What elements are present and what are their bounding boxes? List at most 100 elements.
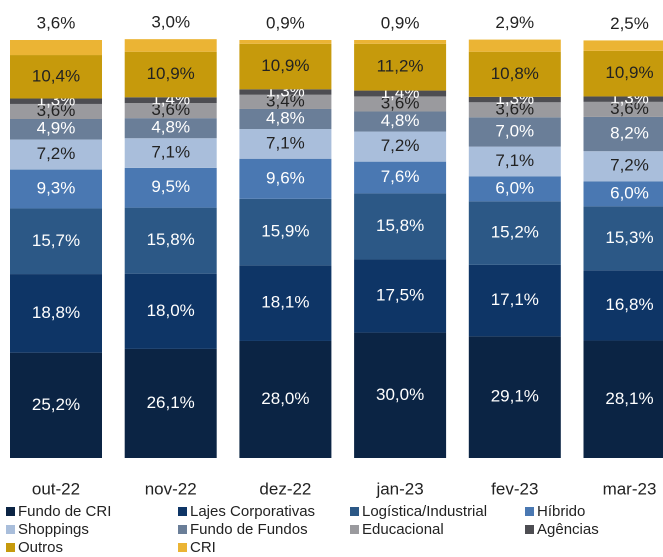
value-label: 10,9% (605, 63, 653, 82)
value-label: 10,9% (147, 64, 195, 83)
legend-label: Educacional (362, 521, 444, 538)
bar-segment (583, 40, 663, 51)
legend-label: Híbrido (537, 503, 585, 520)
legend-label: Lajes Corporativas (190, 503, 315, 520)
value-label: 10,9% (261, 56, 309, 75)
bar-segment (354, 193, 447, 260)
value-label: 0,9% (381, 13, 420, 32)
value-label: 3,4% (266, 91, 305, 110)
bar-segment (468, 336, 561, 458)
bar-segment (583, 116, 663, 152)
legend-swatch (525, 525, 534, 534)
legend-swatch (525, 507, 534, 516)
bar-segment (10, 40, 102, 56)
bar-segment (10, 98, 102, 104)
bar-segment (468, 39, 561, 52)
bar-segment (124, 138, 217, 168)
legend-swatch (178, 507, 187, 516)
legend-label: Fundo de Fundos (190, 521, 308, 538)
bar-segment (239, 340, 332, 458)
value-label: 3,6% (151, 100, 190, 119)
value-label: 4,8% (266, 108, 305, 127)
x-tick-label: out-22 (32, 479, 80, 498)
value-label: 4,8% (381, 111, 420, 130)
bar-segment (124, 118, 217, 139)
bar-segment (468, 146, 561, 177)
legend-label: Fundo de CRI (18, 503, 111, 520)
value-label: 3,6% (610, 99, 649, 118)
value-label: 6,0% (495, 178, 534, 197)
value-label: 3,6% (495, 99, 534, 118)
bar-segment (239, 108, 332, 130)
bar-segment (10, 55, 102, 99)
bar-segment (354, 131, 447, 162)
value-label: 10,8% (491, 64, 539, 83)
bar-segment (354, 332, 447, 458)
bar-segment (583, 340, 663, 458)
bar-segment (468, 201, 561, 265)
value-label: 15,7% (32, 231, 80, 250)
value-label: 7,1% (495, 151, 534, 170)
legend-swatch (6, 507, 15, 516)
legend-swatch (350, 525, 359, 534)
legend-swatch (178, 543, 187, 552)
bar-segment (10, 169, 102, 209)
value-label: 26,1% (147, 393, 195, 412)
value-label: 18,8% (32, 303, 80, 322)
value-label: 3,0% (151, 13, 190, 32)
value-label: 11,2% (377, 57, 424, 76)
x-tick-label: nov-22 (145, 479, 197, 498)
legend-label: Logística/Industrial (362, 503, 487, 520)
value-label: 15,8% (376, 216, 424, 235)
legend-label: Shoppings (18, 521, 89, 538)
value-label: 28,1% (605, 389, 653, 408)
bar-segment (583, 50, 663, 97)
value-label: 0,9% (266, 13, 305, 32)
bar-segment (468, 96, 561, 103)
bar-segment (124, 51, 217, 98)
bar-segment (124, 39, 217, 52)
value-label: 17,1% (491, 290, 539, 309)
value-label: 2,9% (495, 13, 534, 32)
value-label: 7,6% (381, 167, 420, 186)
bar-segment (583, 96, 663, 102)
legend-swatch (350, 507, 359, 516)
value-label: 15,9% (261, 222, 309, 241)
value-label: 17,5% (376, 286, 424, 305)
value-label: 2,5% (610, 14, 649, 33)
bar-segment (239, 198, 332, 266)
bar-segment (10, 139, 102, 170)
bar-segment (468, 102, 561, 118)
bar-segment (583, 151, 663, 182)
bar-segment (124, 97, 217, 104)
bar-segment (468, 117, 561, 147)
bar-segment (354, 111, 447, 132)
value-label: 30,0% (376, 385, 424, 404)
bar-segment (239, 265, 332, 341)
bar-segment (354, 40, 447, 44)
x-tick-label: fev-23 (491, 479, 538, 498)
value-label: 7,2% (610, 156, 649, 175)
x-tick-label: dez-22 (259, 479, 311, 498)
bar-segment (10, 274, 102, 353)
bar-segment (10, 352, 102, 458)
value-label: 7,2% (37, 144, 76, 163)
bar-segment (124, 348, 217, 458)
value-label: 28,0% (261, 389, 309, 408)
value-label: 15,8% (147, 230, 195, 249)
value-label: 7,1% (151, 143, 190, 162)
bar-segment (124, 167, 217, 208)
value-label: 9,5% (151, 177, 190, 196)
bar-segment (10, 208, 102, 275)
bar-segment (354, 43, 447, 91)
bar-segment (583, 181, 663, 207)
value-label: 18,0% (147, 301, 195, 320)
value-label: 29,1% (491, 387, 539, 406)
value-label: 7,1% (266, 133, 305, 152)
value-label: 25,2% (32, 395, 80, 414)
bar-segment (239, 158, 332, 199)
value-label: 9,6% (266, 168, 305, 187)
legend-swatch (6, 543, 15, 552)
bar-segment (10, 119, 102, 140)
value-label: 3,6% (37, 101, 76, 120)
